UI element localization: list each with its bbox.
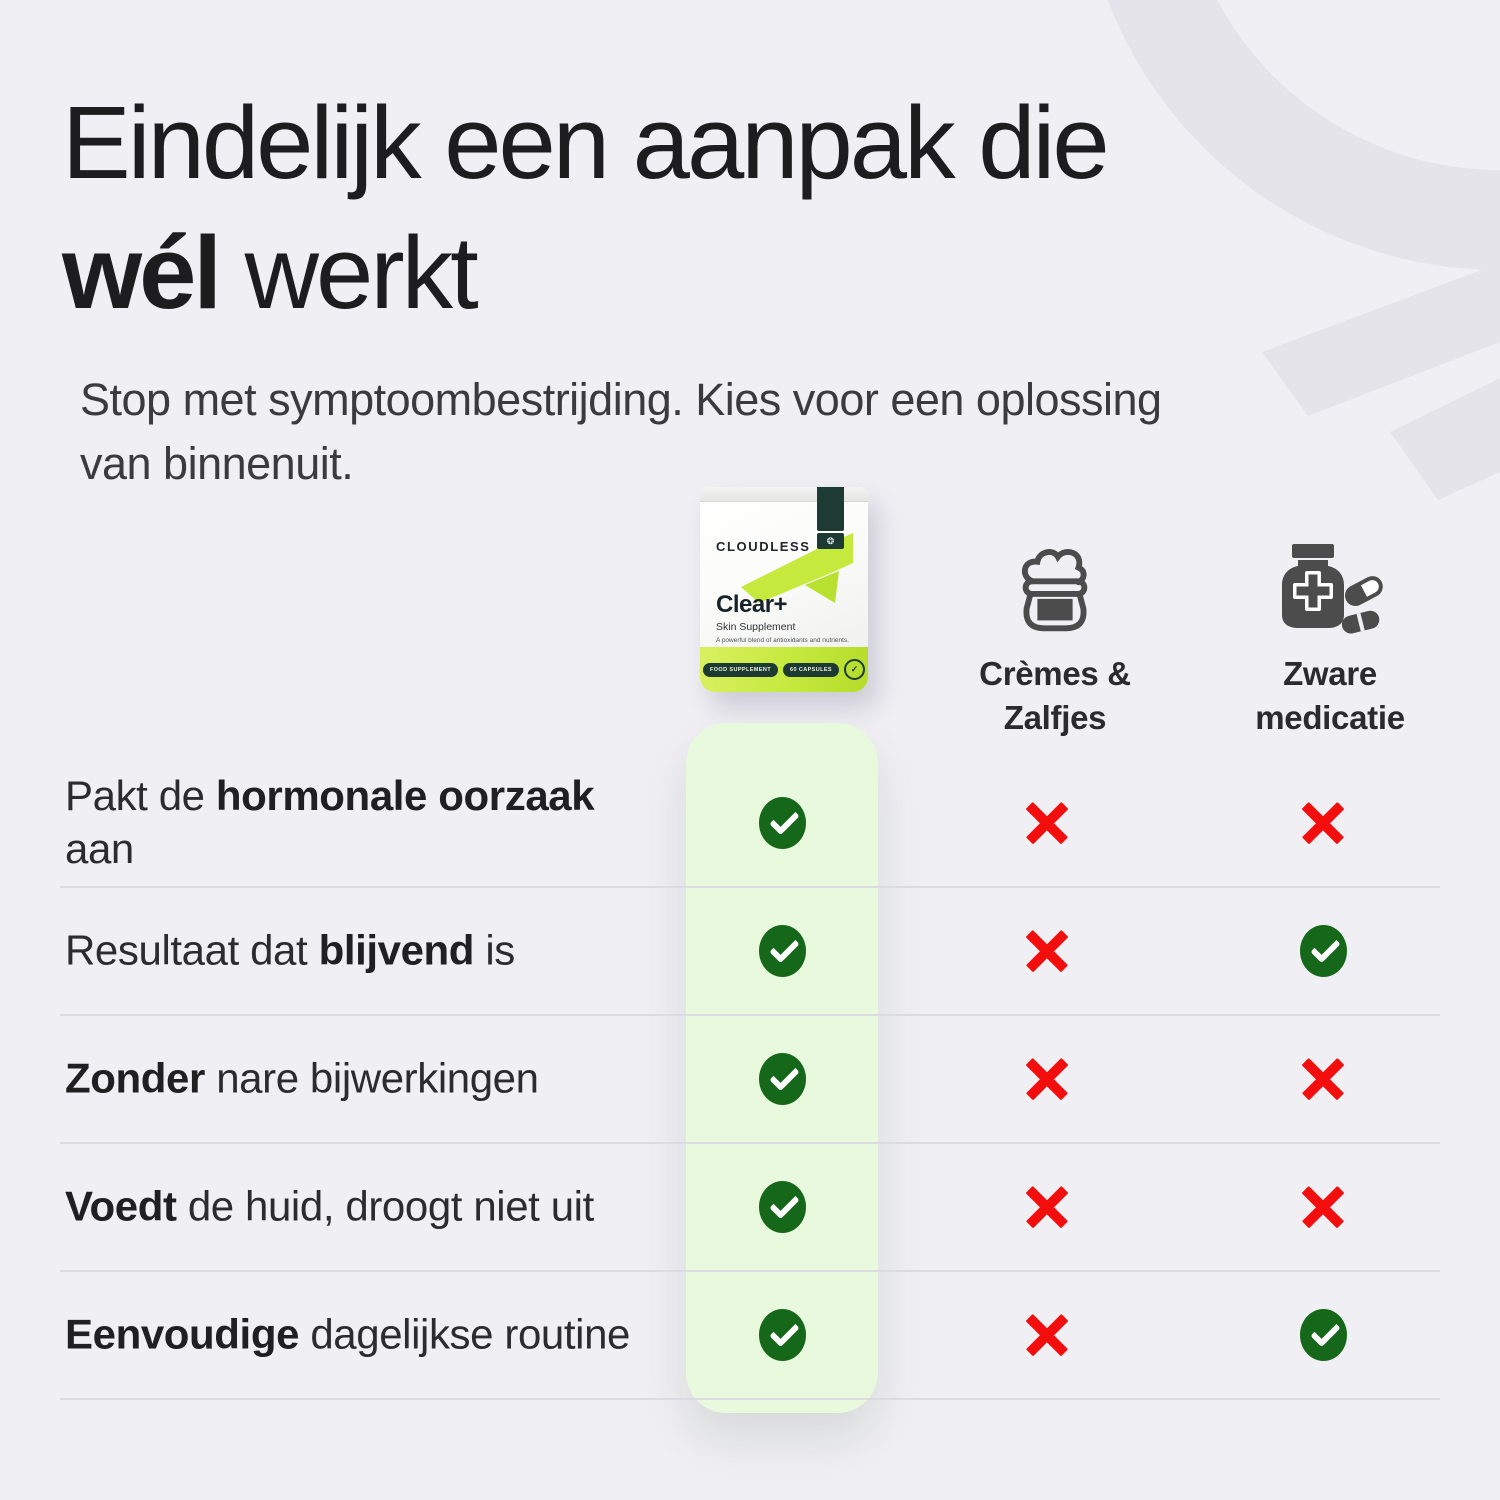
feature-text-bold: Voedt — [65, 1182, 177, 1230]
table-row: Voedt de huid, droogt niet uit — [60, 1144, 1440, 1272]
feature-text-bold: Eenvoudige — [65, 1310, 300, 1358]
pouch-brand-logo: CLOUDLESS — [716, 539, 811, 554]
check-icon — [758, 1181, 806, 1233]
feature-text-bold: blijvend — [318, 926, 475, 974]
watermark-arrow-head — [1390, 378, 1500, 500]
feature-text-bold: hormonale oorzaak — [215, 772, 595, 820]
pouch-arrow-graphic — [741, 533, 853, 603]
column-header-cremes: Crèmes & Zalfjes — [915, 540, 1195, 739]
pouch-tab-icon: ❂ — [817, 533, 844, 549]
page-subtitle: Stop met symptoombestrijding. Kies voor … — [80, 374, 1162, 489]
check-icon — [1299, 925, 1347, 977]
cross-icon — [1023, 927, 1071, 975]
pouch-stamp-icon: ✓ — [844, 659, 865, 680]
table-row: Resultaat dat blijvend is — [60, 888, 1440, 1016]
cream-jar-icon — [1022, 549, 1088, 632]
feature-text: nare bijwerkingen — [204, 1054, 539, 1102]
feature-label: Voedt de huid, droogt niet uit — [65, 1181, 685, 1234]
check-icon — [1299, 1309, 1347, 1361]
cross-icon — [1299, 1055, 1347, 1103]
feature-label: Eenvoudige dagelijkse routine — [65, 1309, 685, 1362]
table-row: Zonder nare bijwerkingen — [60, 1016, 1440, 1144]
page-title: Eindelijk een aanpak die wél werkt — [62, 78, 1222, 338]
product-pouch-image: ❂ CLOUDLESS Clear+ Skin Supplement A pow… — [700, 487, 868, 692]
feature-text: Resultaat dat — [65, 926, 319, 974]
column-header-medicatie: Zware medicatie — [1190, 540, 1470, 739]
check-icon — [758, 1309, 806, 1361]
pouch-bottom-band: FOOD SUPPLEMENT 60 CAPSULES ✓ — [700, 647, 868, 692]
feature-text: dagelijkse routine — [299, 1310, 630, 1358]
check-icon — [758, 925, 806, 977]
feature-text-bold: Zonder — [65, 1054, 205, 1102]
pouch-badge-food-supplement: FOOD SUPPLEMENT — [702, 662, 778, 677]
feature-text: is — [474, 926, 515, 974]
medicatie-label-line2: medicatie — [1255, 698, 1405, 736]
feature-text: de huid, droogt niet uit — [176, 1182, 594, 1230]
cremes-label-line1: Crèmes & — [979, 655, 1131, 692]
check-icon — [758, 797, 806, 849]
pouch-product-name: Clear+ — [716, 591, 788, 618]
feature-label: Zonder nare bijwerkingen — [65, 1053, 685, 1106]
cremes-label-line2: Zalfjes — [1003, 698, 1107, 736]
feature-text: Pakt de — [65, 772, 216, 820]
medicine-bottle-pills-icon — [1282, 544, 1383, 634]
pouch-description-line1: A powerful blend of antioxidants and nut… — [716, 637, 849, 644]
cross-icon — [1023, 1183, 1071, 1231]
pouch-product-type: Skin Supplement — [716, 621, 796, 633]
cross-icon — [1299, 799, 1347, 847]
cross-icon — [1299, 1183, 1347, 1231]
table-row: Pakt de hormonale oorzaak aan — [60, 760, 1440, 888]
pouch-badge-capsules: 60 CAPSULES — [783, 662, 839, 677]
medicatie-label-line1: Zware — [1283, 655, 1377, 692]
cross-icon — [1023, 799, 1071, 847]
feature-text: aan — [65, 825, 134, 872]
check-icon — [758, 1053, 806, 1105]
page-title-post: werkt — [219, 214, 479, 330]
pouch-top-tab — [817, 487, 844, 531]
table-row: Eenvoudige dagelijkse routine — [60, 1272, 1440, 1400]
page-title-pre: Eindelijk een aanpak die — [62, 85, 1110, 200]
feature-label: Resultaat dat blijvend is — [65, 925, 685, 978]
comparison-table: Pakt de hormonale oorzaak aan Resultaat … — [60, 760, 1440, 1400]
watermark-arrow-band — [1262, 263, 1500, 416]
page-title-emphasis: wél — [62, 214, 222, 330]
cross-icon — [1023, 1311, 1071, 1359]
feature-label: Pakt de hormonale oorzaak aan — [65, 770, 635, 876]
cross-icon — [1023, 1055, 1071, 1103]
